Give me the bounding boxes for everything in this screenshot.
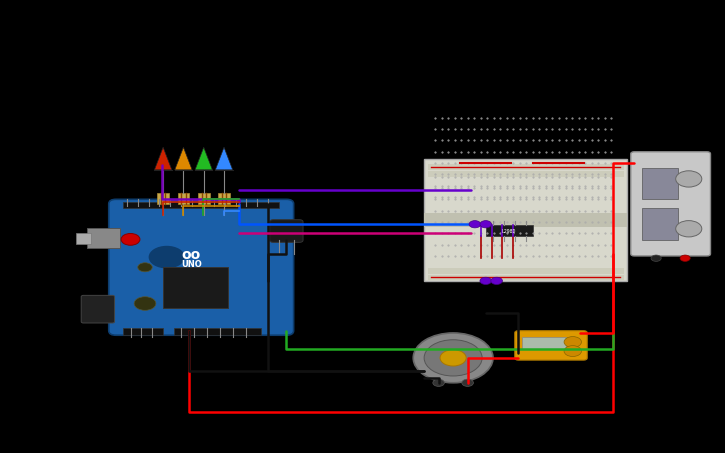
Bar: [174, 328, 261, 335]
Circle shape: [676, 221, 702, 237]
Circle shape: [491, 277, 502, 284]
Bar: [642, 168, 678, 199]
Circle shape: [564, 337, 581, 347]
Bar: [198, 193, 210, 204]
Polygon shape: [175, 147, 192, 170]
FancyBboxPatch shape: [81, 295, 115, 323]
Circle shape: [413, 333, 493, 383]
Bar: [123, 328, 163, 335]
Bar: [424, 213, 627, 226]
Polygon shape: [195, 147, 212, 170]
Bar: [428, 268, 624, 274]
Circle shape: [121, 233, 140, 245]
Bar: [428, 275, 624, 280]
Circle shape: [564, 346, 581, 357]
Circle shape: [424, 340, 482, 376]
Circle shape: [469, 221, 481, 228]
Circle shape: [462, 379, 473, 386]
Circle shape: [676, 171, 702, 187]
Circle shape: [149, 246, 185, 269]
Bar: [163, 267, 228, 308]
Circle shape: [440, 350, 466, 366]
FancyBboxPatch shape: [109, 199, 294, 335]
Text: UNO: UNO: [181, 260, 202, 269]
Circle shape: [480, 277, 492, 284]
Bar: [428, 171, 624, 177]
Text: L298D: L298D: [502, 228, 516, 234]
Text: ARDUINO: ARDUINO: [178, 272, 201, 277]
Circle shape: [134, 297, 156, 310]
Circle shape: [680, 255, 690, 261]
Polygon shape: [154, 147, 172, 170]
Circle shape: [433, 379, 444, 386]
Bar: [76, 233, 91, 245]
Circle shape: [138, 263, 152, 272]
Bar: [218, 193, 230, 204]
Bar: [642, 208, 678, 240]
Circle shape: [480, 221, 492, 228]
Bar: [424, 159, 627, 281]
Bar: [157, 193, 169, 204]
Text: oo: oo: [181, 248, 201, 261]
FancyBboxPatch shape: [515, 331, 587, 360]
Bar: [178, 193, 189, 204]
Bar: [428, 164, 624, 170]
Circle shape: [651, 255, 661, 261]
FancyBboxPatch shape: [270, 220, 303, 242]
Bar: [87, 228, 120, 248]
Bar: [123, 202, 279, 208]
Polygon shape: [215, 147, 233, 170]
Bar: [486, 225, 533, 236]
Bar: [522, 337, 566, 349]
FancyBboxPatch shape: [631, 152, 710, 256]
